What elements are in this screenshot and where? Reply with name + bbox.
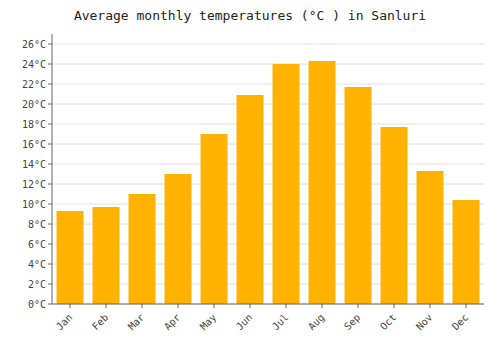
y-tick <box>48 64 52 65</box>
grid-line <box>52 84 484 85</box>
bar <box>417 171 444 304</box>
x-tick-label: Oct <box>378 312 399 333</box>
y-tick <box>48 144 52 145</box>
y-tick <box>48 164 52 165</box>
x-tick-label: Aug <box>306 312 327 333</box>
x-tick <box>250 304 251 308</box>
y-tick <box>48 124 52 125</box>
y-tick-label: 14°C <box>22 159 46 170</box>
y-tick-label: 2°C <box>28 279 46 290</box>
y-axis: 0°C 2°C 4°C 6°C 8°C 10°C 12°C 14°C 16°C 18°C 20°C 2… <box>22 39 52 310</box>
bar <box>165 174 192 304</box>
y-tick <box>48 284 52 285</box>
x-tick-label: Nov <box>414 312 435 333</box>
x-tick-label: Jan <box>54 312 75 333</box>
grid <box>52 44 484 304</box>
x-tick <box>466 304 467 308</box>
grid-line <box>52 64 484 65</box>
bar <box>273 64 300 304</box>
y-tick <box>48 84 52 85</box>
bar <box>93 207 120 304</box>
y-tick-label: 24°C <box>22 59 46 70</box>
x-tick <box>70 304 71 308</box>
y-tick <box>48 204 52 205</box>
y-tick <box>48 244 52 245</box>
grid-line <box>52 304 484 305</box>
chart-container: Average monthly temperatures (°C ) in Sa… <box>0 0 500 350</box>
title: Average monthly temperatures (°C ) in Sa… <box>74 8 426 23</box>
y-tick <box>48 104 52 105</box>
x-tick-label: Jun <box>234 312 255 333</box>
grid-line <box>52 44 484 45</box>
y-tick-label: 0°C <box>28 299 46 310</box>
x-tick-label: Dec <box>450 312 471 333</box>
bar <box>129 194 156 304</box>
y-tick-label: 10°C <box>22 199 46 210</box>
y-tick <box>48 44 52 45</box>
x-tick-label: Sep <box>342 312 363 333</box>
y-tick-label: 8°C <box>28 219 46 230</box>
x-tick-label: May <box>198 312 219 333</box>
y-tick-label: 4°C <box>28 259 46 270</box>
grid-line <box>52 164 484 165</box>
chart: Average monthly temperatures (°C ) in Sa… <box>0 0 500 350</box>
bar <box>309 61 336 304</box>
grid-line <box>52 144 484 145</box>
x-tick <box>430 304 431 308</box>
y-tick-label: 16°C <box>22 139 46 150</box>
x-tick <box>322 304 323 308</box>
x-tick-label: Feb <box>90 312 111 333</box>
y-tick <box>48 184 52 185</box>
bar <box>201 134 228 304</box>
x-tick <box>178 304 179 308</box>
bar <box>57 211 84 304</box>
x-tick-label: Mar <box>126 312 147 333</box>
y-tick-label: 18°C <box>22 119 46 130</box>
bar <box>453 200 480 304</box>
grid-line <box>52 124 484 125</box>
y-tick-label: 22°C <box>22 79 46 90</box>
y-tick-label: 12°C <box>22 179 46 190</box>
x-tick-label: Jul <box>270 312 291 333</box>
y-tick-label: 6°C <box>28 239 46 250</box>
x-tick <box>286 304 287 308</box>
y-tick-label: 26°C <box>22 39 46 50</box>
bars <box>57 61 480 304</box>
x-tick <box>142 304 143 308</box>
x-axis-line <box>52 304 484 305</box>
grid-line <box>52 104 484 105</box>
x-tick <box>106 304 107 308</box>
x-axis: Jan Feb Mar Apr May Jun Jul Aug Sep Oct Nov Dec <box>54 304 471 332</box>
y-tick <box>48 304 52 305</box>
x-tick-label: Apr <box>162 312 183 333</box>
x-tick <box>394 304 395 308</box>
y-axis-line <box>52 34 53 304</box>
y-tick <box>48 224 52 225</box>
bar <box>381 127 408 304</box>
y-tick <box>48 264 52 265</box>
y-tick-label: 20°C <box>22 99 46 110</box>
x-tick <box>358 304 359 308</box>
bar <box>237 95 264 304</box>
bar <box>345 87 372 304</box>
x-tick <box>214 304 215 308</box>
